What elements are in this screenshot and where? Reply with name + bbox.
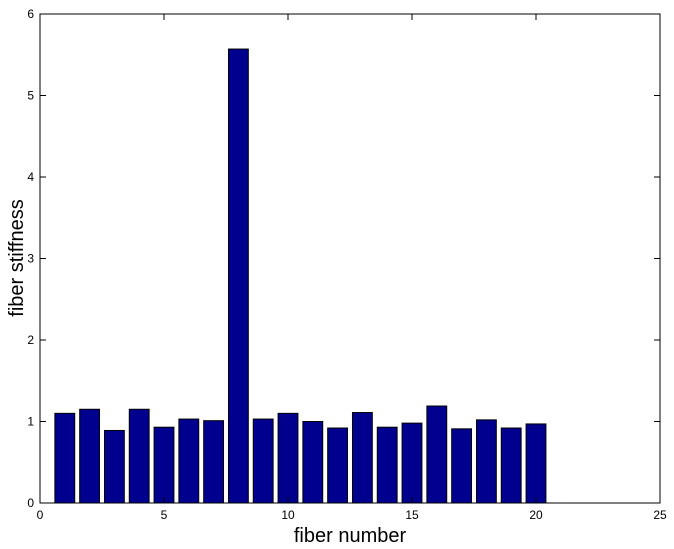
bar-7 (203, 420, 225, 504)
bar-1 (54, 412, 76, 504)
bar-11 (302, 421, 324, 504)
bars-group (54, 48, 547, 504)
y-tick-label-2: 2 (27, 333, 34, 347)
bar-9 (252, 418, 274, 504)
bar-16 (426, 405, 448, 504)
y-axis-label: fiber stiffness (6, 199, 28, 316)
x-tick-label-10: 10 (281, 508, 295, 522)
bar-20 (525, 423, 547, 504)
x-tick-label-0: 0 (37, 508, 44, 522)
plot-frame (39, 13, 661, 504)
bar-17 (451, 428, 473, 504)
bar-18 (475, 419, 497, 504)
y-tick-label-4: 4 (27, 170, 34, 184)
bar-3 (103, 429, 125, 504)
bar-10 (277, 412, 299, 504)
y-tick-label-1: 1 (27, 415, 34, 429)
bar-15 (401, 422, 423, 504)
x-tick-label-5: 5 (161, 508, 168, 522)
x-tick-label-25: 25 (653, 508, 667, 522)
bar-13 (351, 412, 373, 504)
y-tick-label-0: 0 (27, 496, 34, 510)
y-tick-label-6: 6 (27, 7, 34, 21)
bar-6 (178, 418, 200, 504)
y-tick-label-5: 5 (27, 89, 34, 103)
bar-4 (128, 408, 150, 504)
bar-2 (79, 408, 101, 504)
bar-19 (500, 427, 522, 504)
bar-8 (227, 48, 249, 504)
bar-12 (327, 427, 349, 504)
y-tick-label-3: 3 (27, 252, 34, 266)
x-tick-label-15: 15 (405, 508, 419, 522)
bar-5 (153, 426, 175, 504)
x-tick-label-20: 20 (529, 508, 543, 522)
bar-14 (376, 426, 398, 504)
x-axis-label: fiber number (294, 525, 407, 547)
